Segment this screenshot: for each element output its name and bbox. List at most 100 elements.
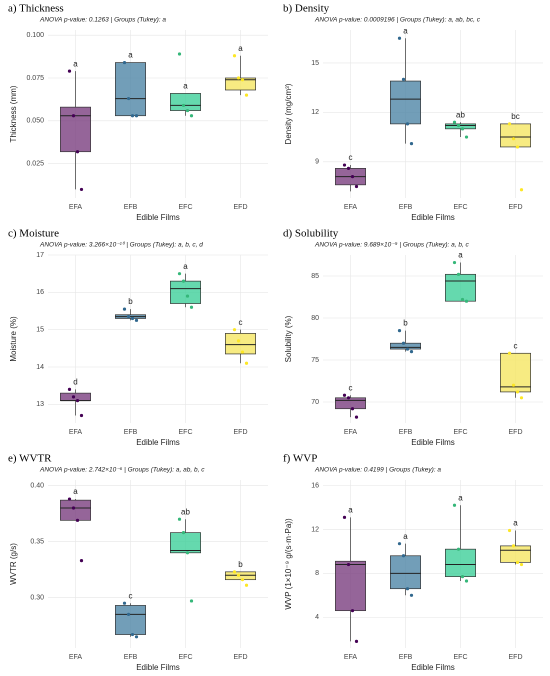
y-axis-label: Thickness (mm) <box>9 85 18 142</box>
box <box>390 80 421 125</box>
y-tick-label: 16 <box>311 482 319 489</box>
data-point <box>126 315 131 319</box>
box <box>500 545 531 563</box>
data-point <box>401 341 406 345</box>
data-point <box>464 579 469 583</box>
x-tick-label: EFA <box>344 429 358 436</box>
box <box>445 123 476 130</box>
data-point <box>75 150 80 154</box>
data-point <box>177 272 182 276</box>
data-point <box>185 294 190 298</box>
data-point <box>401 77 406 82</box>
y-axis-label: Solubility (%) <box>284 315 293 362</box>
group-letter: a <box>183 82 188 91</box>
x-tick-label: EFB <box>124 429 138 436</box>
panel-title: f) WVP <box>283 453 317 465</box>
data-point <box>405 122 410 126</box>
panel-title: b) Density <box>283 3 330 15</box>
data-point <box>79 413 84 418</box>
data-point <box>511 383 516 387</box>
data-point <box>244 583 249 587</box>
data-point <box>126 96 131 101</box>
x-tick-label: EFB <box>124 204 138 211</box>
data-point <box>342 393 347 397</box>
group-letter: ab <box>181 507 190 516</box>
data-point <box>405 587 410 591</box>
data-point <box>464 135 469 139</box>
data-point <box>452 260 457 265</box>
x-tick-label: EFD <box>234 654 248 661</box>
data-point <box>511 137 516 141</box>
x-tick-label: EFC <box>179 654 193 661</box>
data-point <box>515 560 520 564</box>
data-point <box>350 609 355 613</box>
data-point <box>134 635 139 639</box>
box <box>225 571 256 581</box>
data-point <box>460 127 465 131</box>
data-point <box>240 78 245 82</box>
data-point <box>409 350 414 354</box>
data-point <box>452 120 457 124</box>
data-point <box>409 142 414 146</box>
box <box>170 93 201 111</box>
group-letter: a <box>128 51 133 60</box>
y-axis-label: Moisture (%) <box>9 316 18 362</box>
data-point <box>232 328 237 332</box>
data-point <box>134 114 139 118</box>
group-letter: a <box>458 251 463 260</box>
box <box>500 123 531 148</box>
x-tick-label: EFA <box>69 654 83 661</box>
group-letter: a <box>403 532 408 541</box>
group-letter: a <box>458 493 463 502</box>
x-tick-label: EFD <box>509 204 523 211</box>
group-letter: a <box>73 59 78 68</box>
data-point <box>397 329 402 333</box>
data-point <box>79 559 84 563</box>
data-point <box>464 299 469 303</box>
box <box>390 342 421 350</box>
data-point <box>244 361 249 365</box>
data-point <box>456 272 461 276</box>
data-point <box>71 114 76 118</box>
data-point <box>189 599 194 603</box>
data-point <box>507 351 512 355</box>
group-letter: ab <box>456 110 465 119</box>
y-tick-label: 0.025 <box>26 161 44 168</box>
panel-title: e) WVTR <box>8 453 52 465</box>
data-point <box>181 103 186 108</box>
data-point <box>397 542 402 546</box>
data-point <box>177 52 182 56</box>
data-point <box>507 122 512 126</box>
y-axis-label: Density (mg/cm³) <box>284 83 293 144</box>
panel-subtitle: ANOVA p-value: 0.1263 | Groups (Tukey): … <box>39 17 166 24</box>
y-tick-label: 70 <box>311 399 319 406</box>
y-tick-label: 0.40 <box>30 482 44 489</box>
group-letter: c <box>349 153 353 162</box>
panel-title: d) Solubility <box>283 228 339 240</box>
data-point <box>342 163 347 167</box>
data-point <box>236 339 241 343</box>
group-letter: b <box>238 560 243 569</box>
data-point <box>350 174 355 179</box>
data-point <box>177 517 182 521</box>
data-point <box>134 318 139 322</box>
data-point <box>460 297 465 302</box>
data-point <box>122 307 127 311</box>
data-point <box>75 518 80 522</box>
y-tick-label: 85 <box>311 273 319 280</box>
group-letter: b <box>403 319 408 328</box>
data-point <box>456 123 461 128</box>
x-tick-label: EFA <box>344 654 358 661</box>
data-point <box>75 399 80 403</box>
group-letter: a <box>348 505 353 514</box>
data-point <box>130 316 135 321</box>
box <box>445 548 476 577</box>
x-tick-label: EFA <box>69 204 83 211</box>
data-point <box>397 36 402 40</box>
x-axis-label: Edible Films <box>411 213 455 222</box>
data-point <box>354 415 359 419</box>
x-tick-label: EFD <box>234 429 248 436</box>
y-tick-label: 0.35 <box>30 538 44 545</box>
data-point <box>515 145 520 149</box>
